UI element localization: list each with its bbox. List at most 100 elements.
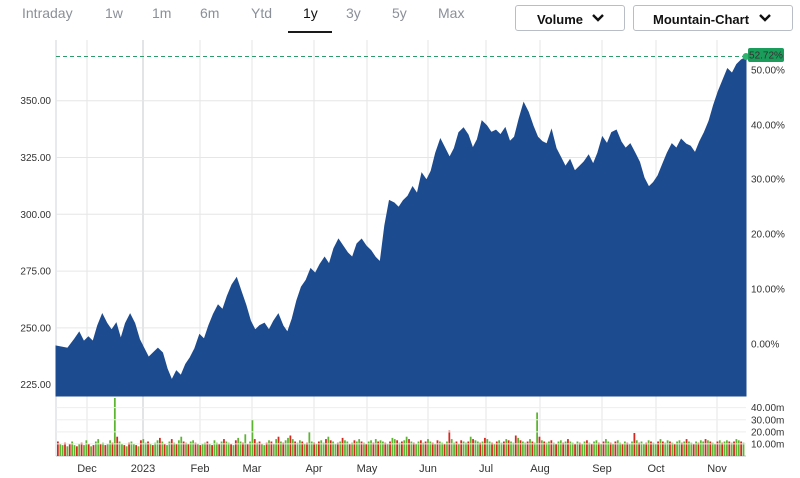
tab-max[interactable]: Max xyxy=(438,5,465,21)
volume-bar xyxy=(484,437,486,456)
volume-bar xyxy=(607,441,610,456)
volume-bar xyxy=(685,439,688,456)
volume-bar xyxy=(448,430,451,456)
volume-bar xyxy=(559,440,562,456)
volume-bar xyxy=(149,443,152,456)
month-label: 2023 xyxy=(131,463,155,475)
volume-bar xyxy=(208,443,211,456)
volume-bar xyxy=(187,443,190,456)
volume-bar xyxy=(192,440,194,456)
volume-bar xyxy=(156,440,159,456)
volume-bar xyxy=(298,440,301,456)
volume-bar xyxy=(170,439,173,456)
volume-bar xyxy=(351,442,353,456)
volume-bar xyxy=(503,441,505,456)
range-tabs: Intraday 1w 1m 6m Ytd 1y 3y 5y Max xyxy=(0,0,500,34)
volume-bar xyxy=(140,440,142,456)
volume-bar xyxy=(443,443,446,456)
volume-bar xyxy=(716,441,719,456)
volume-bar xyxy=(507,440,510,456)
volume-bar xyxy=(370,440,372,456)
volume-bar xyxy=(348,443,351,456)
volume-bar xyxy=(166,445,168,456)
tab-1m[interactable]: 1m xyxy=(152,5,172,21)
price-tick-label: 300.00 xyxy=(20,210,51,221)
volume-bar xyxy=(564,441,567,456)
volume-bar xyxy=(258,441,261,456)
volume-bar xyxy=(232,445,235,456)
volume-bar xyxy=(410,441,413,456)
volume-bar xyxy=(567,439,569,456)
volume-bar xyxy=(640,441,643,456)
volume-bar xyxy=(635,440,638,456)
volume-bar xyxy=(590,443,593,456)
volume-bar xyxy=(711,442,714,456)
volume-bar xyxy=(372,442,375,456)
volume-bar xyxy=(486,439,489,456)
month-label: May xyxy=(357,463,378,475)
volume-bar xyxy=(353,440,356,456)
volume-bar xyxy=(481,441,484,456)
tab-1w[interactable]: 1w xyxy=(105,5,123,21)
volume-bar xyxy=(595,440,598,456)
volume-bar xyxy=(661,441,664,456)
volume-bar xyxy=(78,443,81,456)
volume-bar xyxy=(479,442,482,456)
volume-bar xyxy=(92,445,95,456)
volume-bar xyxy=(600,443,603,456)
volume-bar xyxy=(467,441,470,456)
volume-bar xyxy=(569,441,572,456)
volume-bar xyxy=(562,442,565,456)
volume-bar xyxy=(272,443,275,456)
volume-bar xyxy=(517,437,520,456)
tab-1y[interactable]: 1y xyxy=(303,5,318,21)
change-badge-label: 52.72% xyxy=(749,51,783,62)
volume-bar xyxy=(204,442,206,456)
volume-bar xyxy=(296,442,299,456)
volume-bar xyxy=(690,442,693,456)
volume-dropdown[interactable]: Volume xyxy=(515,5,625,31)
tab-6m[interactable]: 6m xyxy=(200,5,220,21)
percent-tick-label: 10.00% xyxy=(751,285,785,296)
volume-bar xyxy=(237,437,240,456)
volume-bar xyxy=(132,443,135,456)
volume-bar xyxy=(543,441,546,456)
volume-bar xyxy=(199,445,202,456)
volume-bar xyxy=(602,441,605,456)
volume-bar xyxy=(256,442,259,456)
volume-bar xyxy=(249,441,251,456)
tab-5y[interactable]: 5y xyxy=(392,5,407,21)
volume-bar xyxy=(609,442,612,456)
volume-bar xyxy=(317,441,320,456)
volume-bar xyxy=(355,441,358,456)
volume-bar xyxy=(374,439,377,456)
volume-bar xyxy=(571,442,574,456)
volume-bar xyxy=(75,446,78,456)
volume-bar xyxy=(113,398,116,456)
month-label: Aug xyxy=(530,463,550,475)
volume-bar xyxy=(427,439,429,456)
tab-ytd[interactable]: Ytd xyxy=(251,5,273,21)
volume-bar xyxy=(71,441,73,456)
volume-bar xyxy=(453,442,455,456)
volume-bar xyxy=(111,442,114,456)
volume-bar xyxy=(334,443,337,456)
volume-bar xyxy=(386,443,389,456)
volume-bar xyxy=(189,441,192,456)
volume-bar xyxy=(669,441,671,456)
volume-tick-label: 20.00m xyxy=(751,427,784,438)
volume-bar xyxy=(726,440,728,456)
volume-bar xyxy=(106,443,109,456)
volume-bar xyxy=(723,441,726,456)
volume-bar xyxy=(405,436,408,456)
volume-bar xyxy=(87,443,90,456)
volume-bar xyxy=(742,442,745,456)
tab-intraday[interactable]: Intraday xyxy=(22,5,73,21)
volume-bar xyxy=(498,440,501,456)
tab-3y[interactable]: 3y xyxy=(346,5,361,21)
volume-bar xyxy=(645,442,648,456)
chart-type-dropdown[interactable]: Mountain-Chart xyxy=(633,5,793,31)
volume-bar xyxy=(673,443,676,456)
volume-bar xyxy=(173,442,176,456)
